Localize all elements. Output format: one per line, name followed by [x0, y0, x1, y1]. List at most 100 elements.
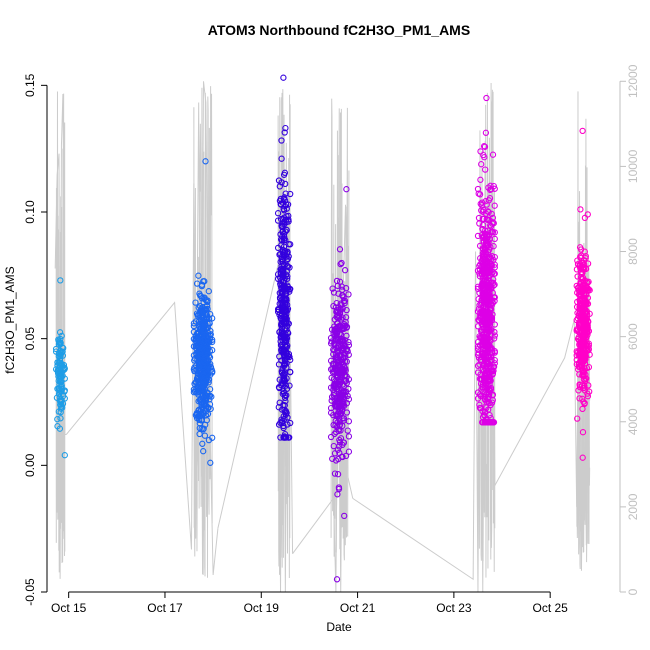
data-point	[581, 400, 588, 408]
data-point	[204, 369, 211, 376]
data-point	[341, 267, 349, 274]
data-point	[56, 373, 63, 381]
data-point	[482, 403, 489, 410]
data-point	[336, 278, 344, 285]
data-point	[195, 311, 202, 318]
data-point	[279, 228, 287, 235]
data-point	[280, 277, 288, 284]
data-point	[333, 308, 340, 316]
data-point	[491, 332, 498, 339]
data-point	[278, 357, 285, 364]
data-point	[281, 169, 289, 176]
data-point	[582, 319, 589, 326]
data-point	[56, 355, 64, 362]
data-point	[483, 94, 490, 102]
y-tick-label: 0.15	[23, 73, 37, 97]
data-point	[477, 200, 484, 207]
data-point	[491, 349, 498, 356]
data-point	[283, 364, 290, 371]
x-tick-label: Oct 25	[533, 601, 569, 615]
data-point	[341, 358, 349, 365]
data-point	[197, 292, 204, 299]
data-point	[337, 435, 345, 442]
data-point	[480, 206, 487, 214]
data-point	[483, 215, 490, 223]
data-point	[479, 225, 486, 233]
data-point	[480, 249, 487, 256]
data-point	[331, 430, 338, 438]
data-point	[339, 286, 346, 293]
data-point	[278, 419, 285, 426]
data-point	[482, 268, 490, 275]
data-point	[202, 396, 210, 403]
data-point	[282, 288, 289, 295]
data-point	[195, 371, 202, 378]
data-point	[480, 296, 487, 304]
data-point	[281, 402, 288, 409]
data-point	[282, 398, 289, 405]
data-point	[279, 260, 287, 268]
data-point	[483, 362, 490, 369]
data-point	[282, 190, 289, 197]
data-point	[341, 402, 348, 409]
data-point	[483, 321, 491, 328]
data-point	[287, 419, 294, 427]
data-point	[486, 321, 494, 328]
data-point	[56, 389, 63, 396]
data-point	[198, 425, 205, 432]
data-point	[278, 289, 285, 296]
data-point	[200, 327, 207, 334]
data-point	[56, 338, 63, 346]
data-point	[195, 329, 202, 336]
data-point	[584, 286, 592, 293]
data-point	[345, 385, 352, 393]
data-point	[58, 332, 65, 340]
x-tick-label: Oct 23	[436, 601, 472, 615]
data-point	[335, 359, 342, 366]
data-point	[337, 395, 344, 403]
data-point	[334, 347, 341, 355]
data-point	[482, 166, 489, 173]
y-tick-label: 0.05	[23, 327, 37, 351]
y2-tick-label: 2000	[626, 493, 640, 520]
data-point	[480, 221, 487, 229]
data-point	[583, 299, 590, 307]
data-point	[199, 440, 206, 447]
data-point	[199, 304, 206, 311]
data-point	[483, 303, 490, 310]
cluster-flight-oct19	[274, 74, 294, 441]
data-point	[201, 295, 208, 302]
altitude-line-flight-oct23	[352, 89, 496, 593]
data-point	[275, 404, 282, 411]
data-point	[482, 129, 490, 136]
data-point	[282, 300, 289, 308]
data-point	[480, 215, 487, 223]
data-point	[282, 296, 289, 304]
x-axis-label: Date	[326, 620, 352, 634]
data-point	[57, 277, 64, 284]
data-point	[281, 235, 288, 242]
data-point	[283, 219, 290, 226]
data-point	[278, 155, 285, 162]
data-point	[200, 278, 207, 285]
data-point	[280, 243, 288, 250]
data-point	[474, 232, 482, 240]
data-point	[204, 297, 211, 304]
data-point	[276, 399, 283, 406]
data-point	[477, 176, 484, 183]
data-point	[575, 329, 583, 336]
data-point	[277, 434, 284, 441]
altitude-jitter-flight-oct17	[193, 86, 213, 578]
data-point	[278, 222, 285, 229]
data-point	[338, 365, 345, 372]
data-point	[481, 292, 488, 299]
data-point	[206, 354, 214, 361]
data-point	[199, 314, 206, 321]
data-point	[199, 381, 206, 389]
data-point	[336, 246, 344, 253]
data-point	[208, 393, 215, 400]
data-point	[280, 271, 287, 278]
data-point	[479, 246, 487, 253]
data-point	[486, 411, 493, 419]
data-point	[59, 348, 66, 355]
